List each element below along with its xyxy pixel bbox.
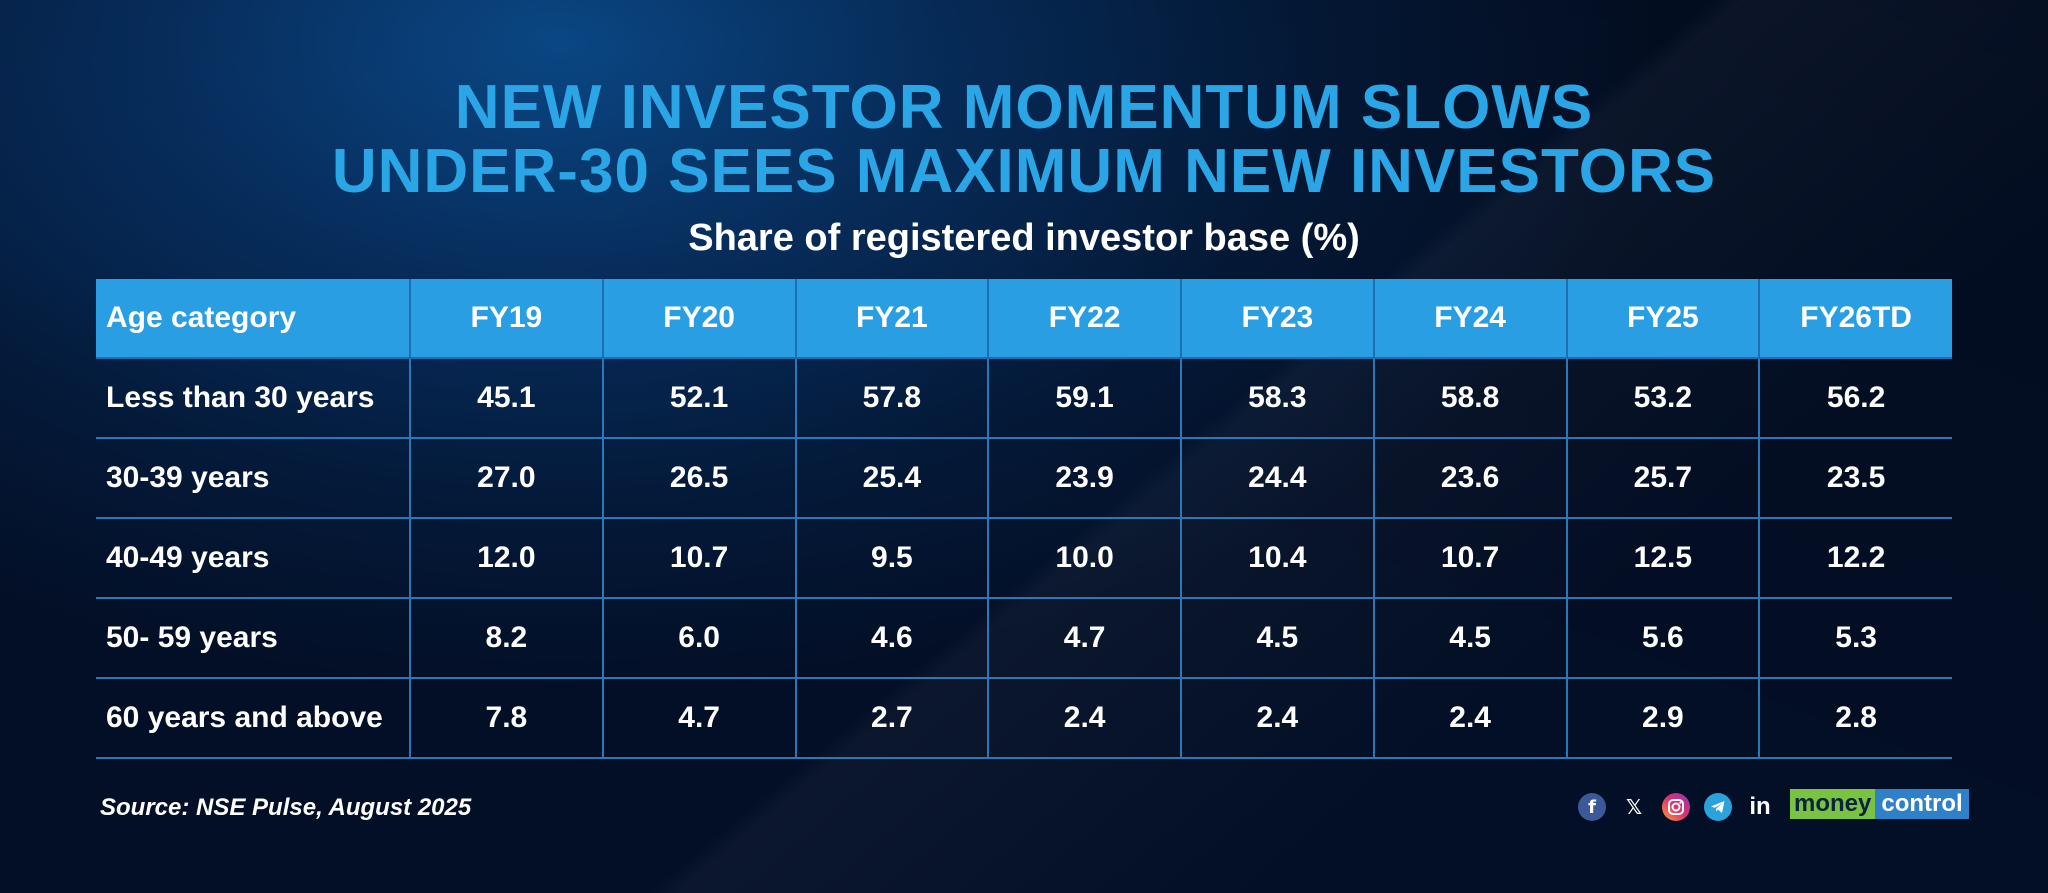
table-header-row: Age category FY19 FY20 FY21 FY22 FY23 FY24 FY2… [96, 279, 1952, 359]
header-fy23: FY23 [1180, 279, 1375, 359]
table-cell: 25.7 [1565, 437, 1761, 519]
table-cell: 23.5 [1758, 437, 1952, 519]
table-cell: 10.7 [601, 517, 797, 599]
linkedin-icon[interactable]: in [1749, 793, 1771, 820]
row-label: 30-39 years [96, 437, 411, 519]
table-row: 30-39 years 27.0 26.5 25.4 23.9 24.4 23.6 25.7 2… [96, 437, 1952, 519]
table-cell: 23.9 [987, 437, 1182, 519]
row-label: Less than 30 years [96, 357, 411, 439]
source-note: Source: NSE Pulse, August 2025 [100, 794, 472, 821]
table-cell: 52.1 [601, 357, 797, 439]
table-cell: 2.7 [794, 677, 990, 759]
table-cell: 4.7 [987, 597, 1182, 679]
x-icon[interactable]: 𝕏 [1625, 795, 1643, 819]
telegram-icon[interactable] [1704, 793, 1732, 821]
title-line-2: UNDER-30 SEES MAXIMUM NEW INVESTORS [331, 137, 1717, 206]
header-fy20: FY20 [601, 279, 797, 359]
table-cell: 59.1 [987, 357, 1182, 439]
row-label: 40-49 years [96, 517, 411, 599]
header-fy26td: FY26TD [1758, 279, 1952, 359]
header-fy25: FY25 [1565, 279, 1761, 359]
table-cell: 10.4 [1180, 517, 1375, 599]
table-row: Less than 30 years 45.1 52.1 57.8 59.1 58.3 58… [96, 357, 1952, 439]
table-cell: 6.0 [601, 597, 797, 679]
header-fy24: FY24 [1372, 279, 1568, 359]
table-cell: 5.3 [1758, 597, 1952, 679]
header-fy19: FY19 [409, 279, 604, 359]
moneycontrol-logo: money control [1790, 789, 1969, 819]
row-label: 50- 59 years [96, 597, 411, 679]
table-body: Less than 30 years 45.1 52.1 57.8 59.1 58.3 58… [96, 357, 1952, 759]
instagram-icon[interactable] [1662, 793, 1690, 821]
table-cell: 10.7 [1372, 517, 1568, 599]
table-cell: 23.6 [1372, 437, 1568, 519]
row-label: 60 years and above [96, 677, 411, 759]
table-cell: 4.6 [794, 597, 990, 679]
table-subtitle: Share of registered investor base (%) [688, 217, 1360, 259]
table-cell: 24.4 [1180, 437, 1375, 519]
table-cell: 2.4 [1372, 677, 1568, 759]
table-cell: 57.8 [794, 357, 990, 439]
table-row: 40-49 years 12.0 10.7 9.5 10.0 10.4 10.7 12.5 12… [96, 517, 1952, 599]
table-cell: 58.8 [1372, 357, 1568, 439]
table-row: 60 years and above 7.8 4.7 2.7 2.4 2.4 2.4 2.9 2… [96, 677, 1952, 759]
table-cell: 4.5 [1372, 597, 1568, 679]
table-cell: 58.3 [1180, 357, 1375, 439]
table-cell: 7.8 [409, 677, 604, 759]
table-cell: 56.2 [1758, 357, 1952, 439]
social-icons: f 𝕏 in [1578, 792, 1788, 822]
table-cell: 12.0 [409, 517, 604, 599]
header-fy21: FY21 [794, 279, 990, 359]
investor-share-table: Age category FY19 FY20 FY21 FY22 FY23 FY24 FY2… [96, 279, 1952, 759]
table-row: 50- 59 years 8.2 6.0 4.6 4.7 4.5 4.5 5.6 5.3 [96, 597, 1952, 679]
table-cell: 26.5 [601, 437, 797, 519]
facebook-icon[interactable]: f [1578, 793, 1606, 821]
table-cell: 53.2 [1565, 357, 1761, 439]
table-cell: 2.4 [1180, 677, 1375, 759]
table-cell: 25.4 [794, 437, 990, 519]
title-line-1: NEW INVESTOR MOMENTUM SLOWS [454, 73, 1594, 142]
table-cell: 12.5 [1565, 517, 1761, 599]
logo-part-money: money [1790, 789, 1876, 819]
header-age-category: Age category [96, 279, 411, 359]
logo-part-control: control [1875, 789, 1969, 819]
table-cell: 4.5 [1180, 597, 1375, 679]
table-cell: 10.0 [987, 517, 1182, 599]
table-cell: 9.5 [794, 517, 990, 599]
table-cell: 45.1 [409, 357, 604, 439]
table-cell: 2.4 [987, 677, 1182, 759]
table-cell: 2.8 [1758, 677, 1952, 759]
header-fy22: FY22 [987, 279, 1182, 359]
table-cell: 12.2 [1758, 517, 1952, 599]
table-cell: 5.6 [1565, 597, 1761, 679]
table-cell: 2.9 [1565, 677, 1761, 759]
table-cell: 27.0 [409, 437, 604, 519]
table-cell: 8.2 [409, 597, 604, 679]
table-cell: 4.7 [601, 677, 797, 759]
